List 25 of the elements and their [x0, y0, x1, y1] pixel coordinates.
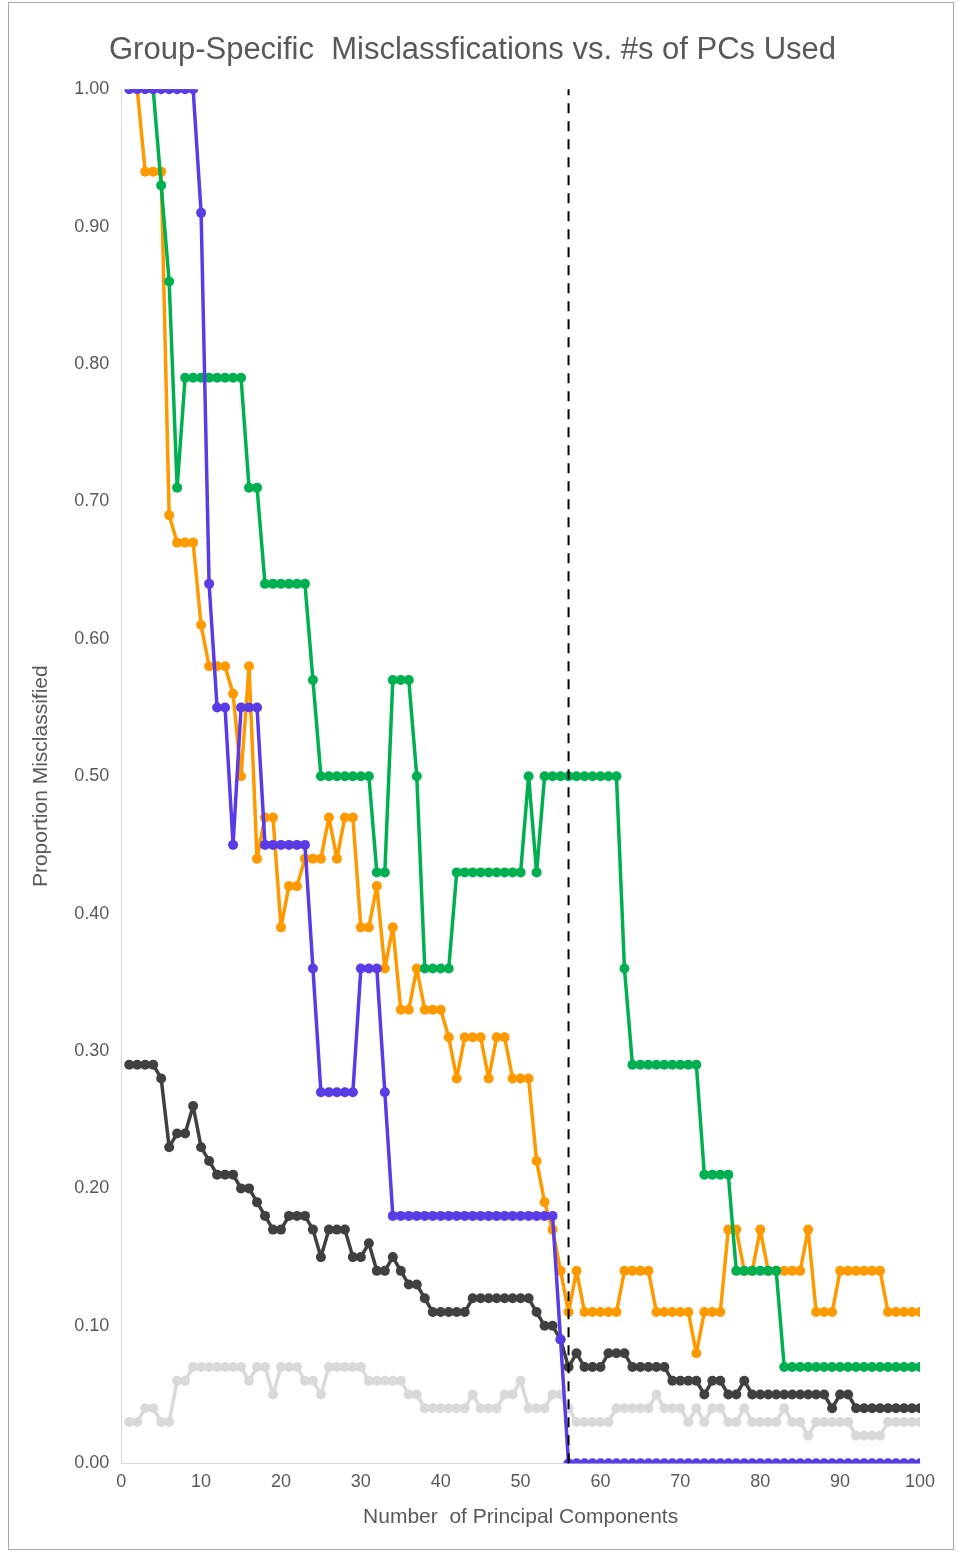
y-tick-label: 1.00 — [74, 78, 110, 99]
x-tick-label: 60 — [590, 1470, 611, 1491]
y-tick-label: 0.00 — [74, 1452, 110, 1473]
y-tick-label: 0.70 — [74, 490, 110, 511]
y-tick-label: 0.50 — [74, 765, 110, 786]
y-tick-label: 0.60 — [74, 627, 110, 648]
x-tick-label: 30 — [350, 1470, 371, 1491]
x-tick-label: 10 — [191, 1470, 212, 1491]
y-tick-label: 0.80 — [74, 352, 110, 373]
x-tick-label: 80 — [750, 1470, 771, 1491]
x-tick-label: 0 — [116, 1470, 127, 1491]
x-tick-label: 100 — [904, 1470, 936, 1491]
y-tick-label: 0.20 — [74, 1177, 110, 1198]
y-tick-label: 0.30 — [74, 1039, 110, 1060]
y-tick-label: 0.40 — [74, 902, 110, 923]
y-tick-label: 0.90 — [74, 215, 110, 236]
x-tick-label: 90 — [830, 1470, 851, 1491]
x-axis-title: Number of Principal Components — [363, 1504, 679, 1528]
x-tick-label: 70 — [670, 1470, 691, 1491]
y-axis-title: Proportion Misclassified — [28, 665, 52, 888]
x-tick-label: 50 — [510, 1470, 531, 1491]
chart-title: Group-Specific Misclassfications vs. #s of PCs Used — [108, 31, 837, 67]
y-tick-label: 0.10 — [74, 1314, 110, 1335]
x-tick-label: 20 — [270, 1470, 291, 1491]
x-tick-label: 40 — [430, 1470, 451, 1491]
